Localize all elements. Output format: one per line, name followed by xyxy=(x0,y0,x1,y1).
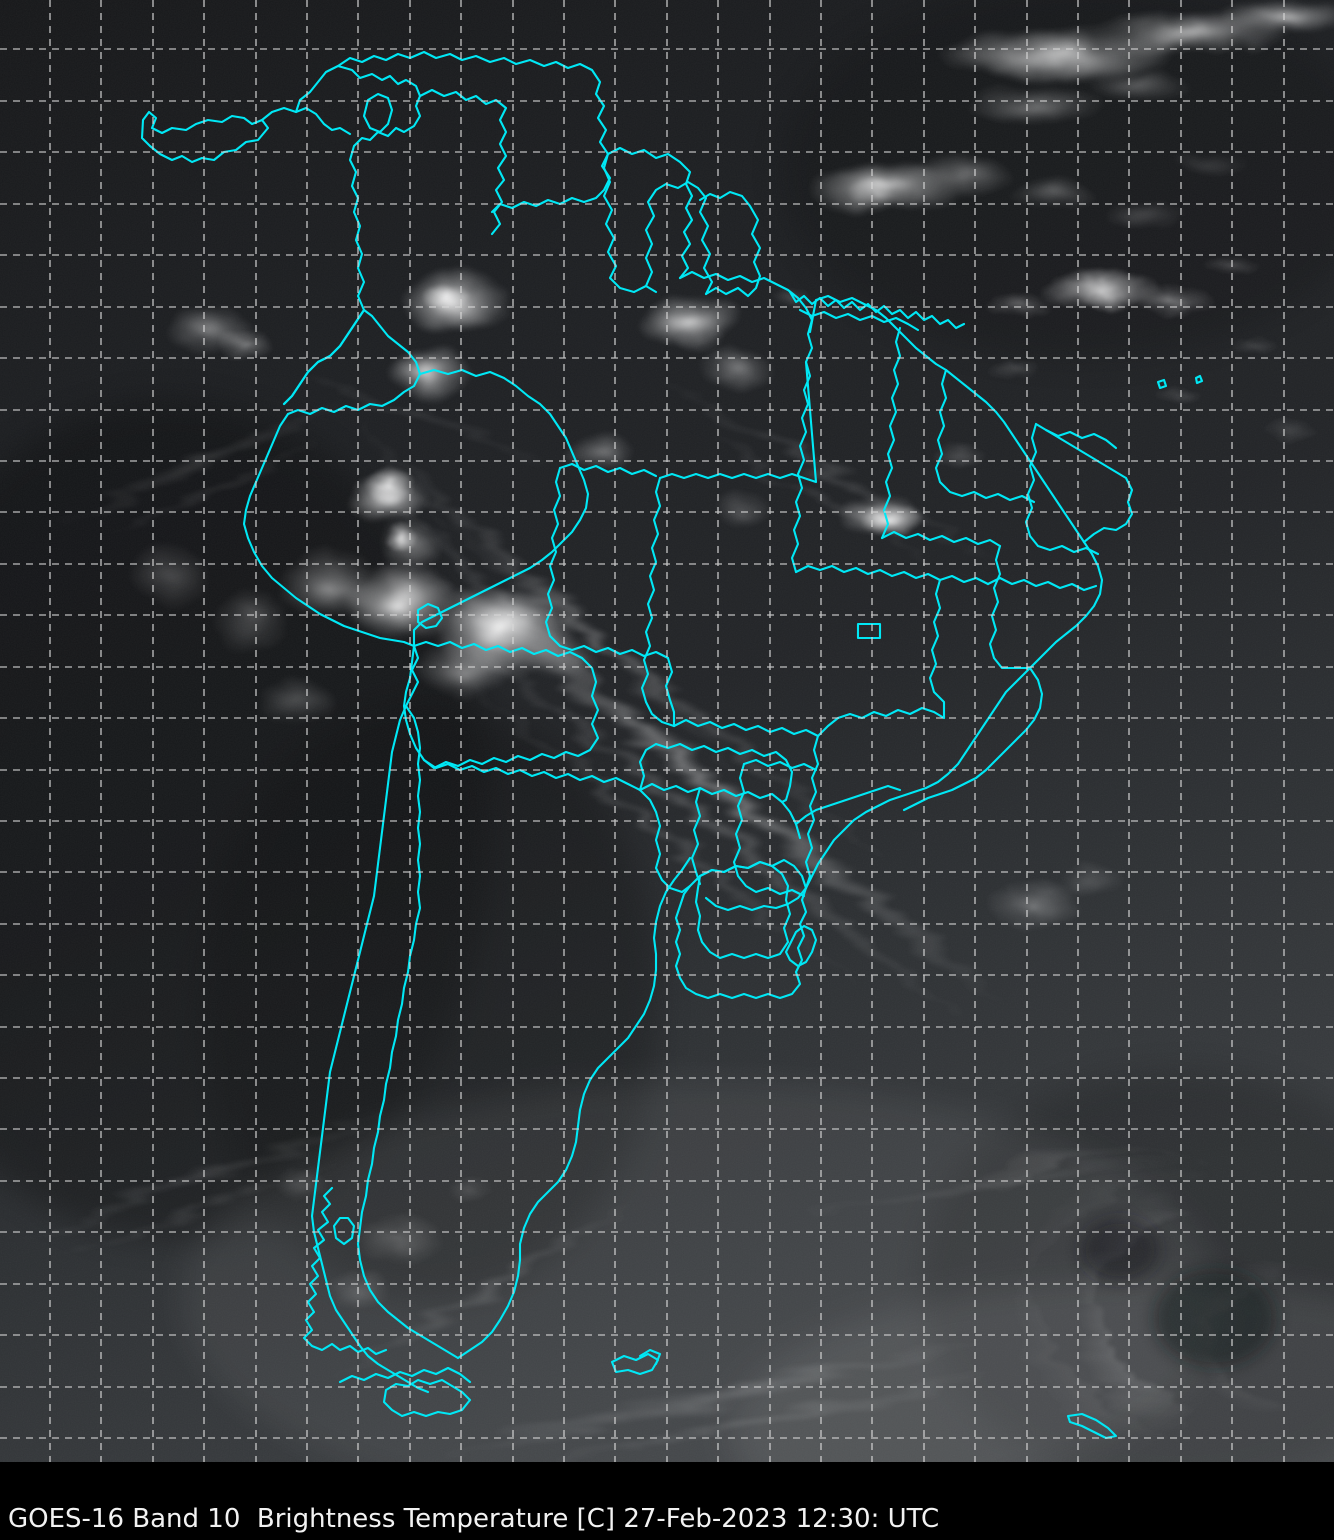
lake-titicaca xyxy=(416,602,444,630)
brazil-state-border-23 xyxy=(794,784,902,826)
brazil-state-border-03 xyxy=(794,564,990,586)
brazil-state-border-20 xyxy=(934,368,1036,504)
guyana-outline xyxy=(602,152,658,294)
geopolitical-boundary-layer xyxy=(140,50,1204,1440)
south-georgia-island xyxy=(1066,1412,1118,1440)
fernando-de-noronha xyxy=(1156,378,1168,390)
brazil-state-border-13 xyxy=(742,758,818,772)
magellan-strait xyxy=(338,1366,472,1384)
venezuela-outline xyxy=(336,50,612,214)
patagonia-fjords xyxy=(302,1186,388,1356)
satellite-image-canvas xyxy=(0,0,1334,1462)
brazil-state-border-15 xyxy=(928,578,946,720)
brazil-state-border-06 xyxy=(640,476,676,728)
brazil-state-border-19 xyxy=(1044,428,1118,450)
brazil-coastline-east xyxy=(804,540,1104,890)
brazil-state-border-10 xyxy=(544,466,670,660)
argentina-outline xyxy=(456,856,692,1360)
amazon-delta-inner xyxy=(798,308,920,332)
chiloe-island xyxy=(332,1216,356,1246)
panama-colombia-link xyxy=(260,106,352,136)
brazil-state-border-07 xyxy=(672,718,820,738)
peru-brazil-border xyxy=(412,368,590,648)
image-caption: GOES-16 Band 10 Brightness Temperature [… xyxy=(8,1504,940,1534)
brazil-state-border-22 xyxy=(690,786,702,886)
brazil-state-border-11 xyxy=(664,656,676,728)
lat-lon-graticule xyxy=(0,0,1334,1462)
chile-outline xyxy=(310,704,430,1394)
lagoa-dos-patos xyxy=(784,924,818,968)
panama-outline xyxy=(140,110,270,164)
brazil-state-border-09 xyxy=(558,462,658,478)
argentina-north-border xyxy=(422,758,692,894)
falkland-islands-east xyxy=(638,1348,662,1366)
chile-argentina-border xyxy=(356,704,460,1360)
brazil-coastline-se xyxy=(902,666,1044,812)
paraguay-outline xyxy=(638,742,794,804)
satellite-imagery-panel xyxy=(0,0,1334,1462)
colombia-venezuela-border xyxy=(418,88,508,236)
suriname-outline xyxy=(644,180,714,296)
brazil-state-border-18 xyxy=(1024,422,1100,556)
trindade-island xyxy=(1194,374,1204,385)
meridian-lines xyxy=(49,0,1285,1462)
argentina-paraguay-border xyxy=(638,782,802,840)
amazon-delta xyxy=(788,290,966,330)
uruguay-outline xyxy=(694,860,792,960)
brazil-state-border-04 xyxy=(880,530,1002,548)
bolivia-outline xyxy=(402,640,600,770)
brazil-state-border-05 xyxy=(658,360,818,484)
lake-maracaibo xyxy=(362,92,394,134)
brazil-state-border-21 xyxy=(704,886,808,912)
brazil-state-border-14 xyxy=(732,762,806,898)
parallel-lines xyxy=(0,48,1334,1439)
falkland-islands xyxy=(610,1352,660,1376)
brazil-state-border-16 xyxy=(988,544,1032,670)
tierra-del-fuego xyxy=(382,1378,472,1418)
french-guiana-outline xyxy=(698,190,762,298)
brazil-northeast-cape xyxy=(1034,422,1134,544)
brazil-coastline-north xyxy=(678,270,1086,544)
brazil-state-border-02 xyxy=(880,326,902,540)
